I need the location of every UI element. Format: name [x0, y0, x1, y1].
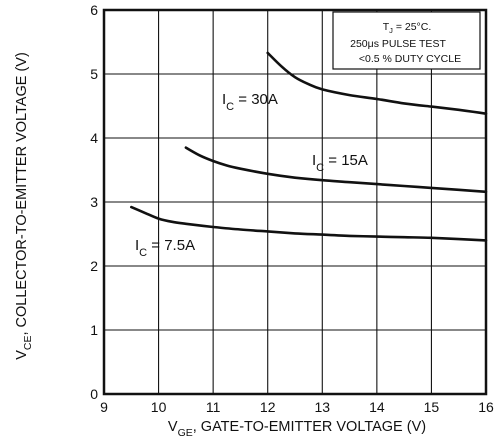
- y-tick-label: 2: [90, 258, 98, 274]
- x-axis-label: VGE, GATE-TO-EMITTER VOLTAGE (V): [168, 419, 426, 439]
- curve-label-30a: IC = 30A: [222, 91, 278, 113]
- x-tick-label: 14: [369, 399, 385, 415]
- y-tick-label: 5: [90, 66, 98, 82]
- y-tick-label: 1: [90, 322, 98, 338]
- y-tick-label: 3: [90, 194, 98, 210]
- y-axis-label: VCE, COLLECTOR-TO-EMITTER VOLTAGE (V): [14, 52, 34, 360]
- x-tick-label: 9: [100, 399, 108, 415]
- curve-label-15a: IC = 15A: [312, 152, 368, 174]
- x-tick-label: 15: [424, 399, 440, 415]
- y-tick-label: 0: [90, 386, 98, 402]
- x-tick-label: 10: [151, 399, 167, 415]
- data-curves: [130, 51, 488, 242]
- x-tick-label: 13: [314, 399, 330, 415]
- test-conditions-frame: [332, 11, 481, 70]
- plot-frame: [102, 8, 488, 396]
- test-conditions-box: TJ = 25°C. 250μs PULSE TEST <0.5 % DUTY …: [332, 11, 481, 70]
- x-tick-label: 12: [260, 399, 276, 415]
- series-line-0: [266, 51, 488, 115]
- series-line-1: [184, 146, 488, 194]
- y-tick-label: 4: [90, 130, 98, 146]
- y-tick-label: 6: [90, 2, 98, 18]
- curve-label-7-5a: IC = 7.5A: [135, 237, 195, 259]
- series-line-2: [130, 205, 488, 242]
- pulse-test-note: 250μs PULSE TEST: [350, 38, 446, 50]
- junction-temp-note: TJ = 25°C.: [383, 21, 432, 35]
- duty-cycle-note: <0.5 % DUTY CYCLE: [359, 53, 461, 65]
- x-tick-label: 11: [206, 399, 221, 415]
- grid-lines: [104, 10, 486, 394]
- x-tick-label: 16: [478, 399, 494, 415]
